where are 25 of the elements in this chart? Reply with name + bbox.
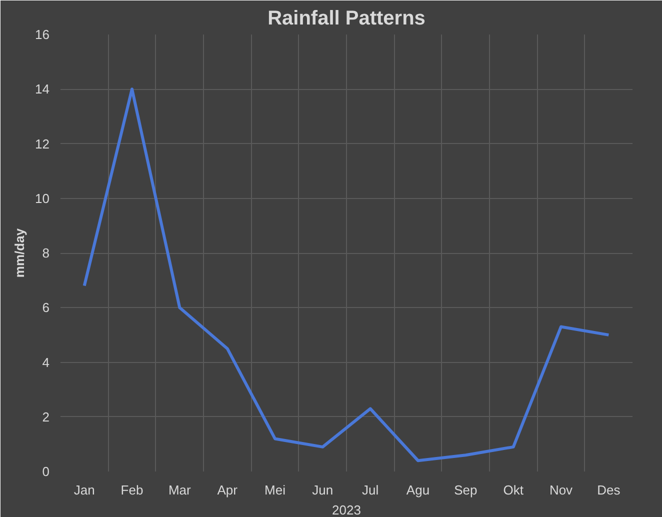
x-tick-label: Mei	[264, 482, 286, 498]
x-tick-label: Des	[597, 482, 621, 498]
y-tick-label: 6	[42, 300, 50, 316]
y-tick-label: 10	[35, 190, 50, 206]
line-series	[82, 88, 610, 462]
x-tick-label: Okt	[503, 482, 524, 498]
y-axis-title: mm/day	[12, 228, 28, 278]
x-axis-title: 2023	[332, 502, 361, 517]
y-tick-label: 14	[35, 82, 50, 97]
x-tick-label: Nov	[549, 482, 574, 498]
x-tick-label: Feb	[120, 482, 144, 498]
x-tick-label: Sep	[454, 482, 478, 498]
y-tick-label: 0	[42, 464, 50, 479]
x-tick-label: Jan	[74, 482, 95, 498]
x-tick-label: Agu	[406, 482, 430, 498]
x-tick-label: Jul	[362, 482, 379, 498]
y-tick-label: 8	[42, 246, 50, 260]
y-tick-label: 2	[42, 409, 50, 424]
y-tick-label: 4	[42, 354, 50, 370]
x-tick-label: Mar	[168, 482, 192, 498]
y-tick-label: 12	[35, 136, 50, 152]
y-tick-label: 16	[35, 27, 50, 42]
chart-title: Rainfall Patterns	[268, 8, 426, 30]
x-tick-label: Apr	[217, 482, 238, 498]
x-tick-label: Jun	[312, 482, 334, 498]
